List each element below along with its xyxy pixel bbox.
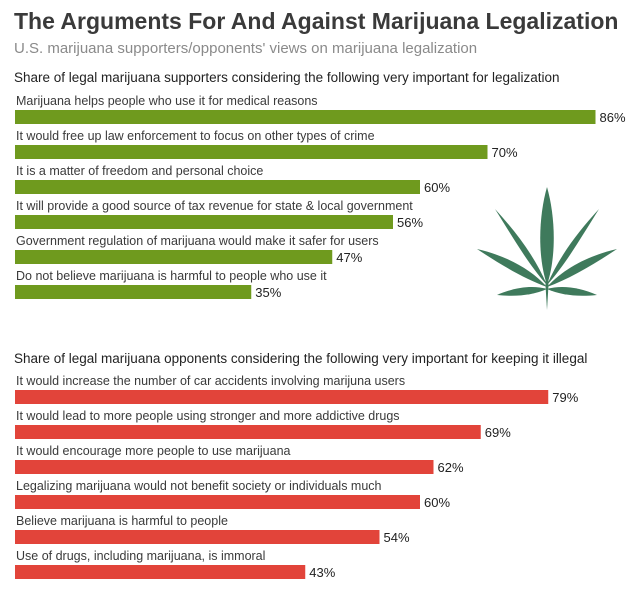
supporters-bar-chart: Marijuana helps people who use it for me… [15, 94, 626, 300]
opponents-bar [15, 460, 434, 474]
opponents-bar [15, 530, 380, 544]
opponents-category-label: It would encourage more people to use ma… [16, 444, 291, 458]
supporters-bar [15, 110, 596, 124]
opponents-value-label: 54% [384, 530, 410, 545]
supporters-category-label: Government regulation of marijuana would… [16, 234, 379, 248]
supporters-value-label: 86% [600, 110, 626, 125]
supporters-bar [15, 180, 420, 194]
supporters-category-label: It is a matter of freedom and personal c… [16, 164, 263, 178]
opponents-value-label: 79% [552, 390, 578, 405]
supporters-bar [15, 145, 488, 159]
opponents-category-label: It would lead to more people using stron… [16, 409, 400, 423]
opponents-bar-chart: It would increase the number of car acci… [15, 374, 579, 580]
opponents-category-label: It would increase the number of car acci… [16, 374, 405, 388]
supporters-section-title: Share of legal marijuana supporters cons… [14, 70, 560, 85]
chart-title: The Arguments For And Against Marijuana … [14, 8, 619, 34]
supporters-value-label: 60% [424, 180, 450, 195]
opponents-category-label: Use of drugs, including marijuana, is im… [16, 549, 265, 563]
supporters-category-label: It will provide a good source of tax rev… [16, 199, 413, 213]
supporters-value-label: 56% [397, 215, 423, 230]
opponents-bar [15, 390, 549, 404]
opponents-value-label: 69% [485, 425, 511, 440]
opponents-bar [15, 425, 481, 439]
opponents-section-title: Share of legal marijuana opponents consi… [14, 351, 588, 366]
opponents-bar [15, 565, 306, 579]
opponents-value-label: 43% [309, 565, 335, 580]
supporters-bar [15, 250, 333, 264]
opponents-value-label: 60% [424, 495, 450, 510]
opponents-category-label: Legalizing marijuana would not benefit s… [16, 479, 382, 493]
supporters-value-label: 70% [492, 145, 518, 160]
opponents-category-label: Believe marijuana is harmful to people [16, 514, 228, 528]
chart-subtitle: U.S. marijuana supporters/opponents' vie… [14, 40, 478, 57]
supporters-value-label: 35% [255, 285, 281, 300]
supporters-category-label: Do not believe marijuana is harmful to p… [16, 269, 327, 283]
supporters-bar [15, 285, 252, 299]
cannabis-leaf-icon [477, 187, 617, 310]
opponents-bar [15, 495, 420, 509]
opponents-value-label: 62% [438, 460, 464, 475]
supporters-value-label: 47% [336, 250, 362, 265]
supporters-category-label: It would free up law enforcement to focu… [16, 129, 375, 143]
supporters-bar [15, 215, 393, 229]
supporters-category-label: Marijuana helps people who use it for me… [16, 94, 318, 108]
